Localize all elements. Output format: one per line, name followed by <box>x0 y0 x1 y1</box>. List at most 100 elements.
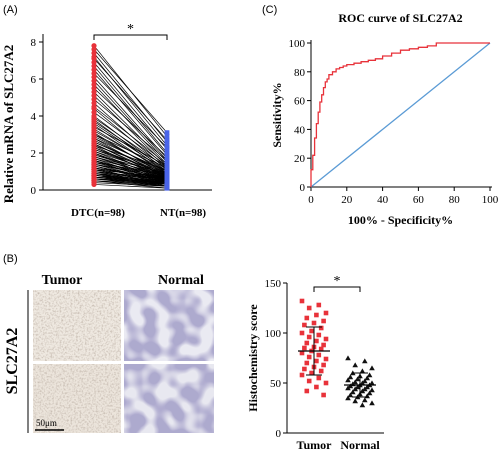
tumor-point <box>304 360 310 366</box>
tumor-point <box>299 298 305 304</box>
tumor-point <box>299 330 305 336</box>
roc-curve <box>310 42 490 187</box>
normal-point <box>362 378 368 384</box>
pair-line <box>93 167 168 182</box>
normal-point <box>366 372 373 378</box>
tumor-point <box>323 380 329 386</box>
pair-line <box>93 123 168 172</box>
tumor-point <box>311 320 317 326</box>
tumor-point <box>323 336 329 342</box>
significance-star: * <box>127 22 134 37</box>
dtc-point <box>91 181 97 188</box>
tumor-point <box>299 350 305 356</box>
normal-point <box>369 400 375 406</box>
pair-line <box>93 87 168 157</box>
micrograph-tumor-bottom <box>33 364 121 433</box>
nt-point <box>164 158 170 163</box>
reference-diagonal <box>310 42 491 188</box>
nt-point <box>164 145 170 150</box>
tumor-point <box>306 334 312 340</box>
normal-point <box>362 397 368 403</box>
normal-point <box>366 390 373 396</box>
category-label: Tumor <box>297 438 333 452</box>
y-tick-label: 8 <box>31 37 37 49</box>
pair-line <box>93 158 168 178</box>
tumor-point <box>306 354 312 360</box>
significance-bracket <box>313 286 361 292</box>
micrograph-tumor-top <box>33 290 121 361</box>
pair-line <box>93 148 168 174</box>
normal-point <box>362 358 368 364</box>
pair-line <box>93 80 168 161</box>
y-tick-label: 80 <box>294 67 306 79</box>
dtc-point <box>91 78 97 84</box>
micrograph-normal-bottom <box>124 364 214 433</box>
x-tick-label: 100 <box>482 194 499 206</box>
pair-line <box>93 182 168 187</box>
dtc-point <box>91 63 97 69</box>
y-tick-label: 0 <box>276 428 282 440</box>
pair-line <box>93 184 168 189</box>
y-tick-label: 100 <box>289 38 306 50</box>
x-tick-label: 40 <box>377 194 389 206</box>
tumor-point <box>316 302 322 308</box>
dtc-point <box>91 106 97 112</box>
tumor-point <box>316 352 322 358</box>
pair-line <box>93 58 168 141</box>
x-tick-label: 0 <box>308 194 314 206</box>
significance-bracket <box>93 34 168 40</box>
dtc-point <box>91 109 97 115</box>
column-label-normal: Normal <box>158 273 204 288</box>
panel-a-letter: (A) <box>3 4 18 16</box>
normal-point <box>369 365 375 371</box>
pair-line <box>93 156 168 176</box>
pair-line <box>93 56 168 146</box>
roc-title: ROC curve of SLC27A2 <box>338 11 462 25</box>
y-tick-label: 4 <box>31 111 37 123</box>
normal-point <box>364 375 370 381</box>
pair-line <box>93 84 168 163</box>
pair-line <box>93 69 168 156</box>
normal-point <box>345 385 351 391</box>
normal-point <box>352 386 358 392</box>
tumor-point <box>304 315 310 321</box>
tumor-point <box>321 342 326 348</box>
normal-point <box>347 374 354 380</box>
tumor-point <box>318 325 324 331</box>
pair-line <box>93 121 168 170</box>
nt-point <box>164 137 170 143</box>
dtc-point <box>91 96 97 102</box>
normal-point <box>364 384 370 390</box>
normal-point <box>350 389 356 395</box>
tumor-point <box>321 318 326 324</box>
scale-bar-label: 50μm <box>36 418 57 428</box>
y-axis-title: Sensitivity% <box>270 82 284 147</box>
x-tick-label: 20 <box>341 194 353 206</box>
dtc-point <box>91 50 97 56</box>
normal-point <box>359 368 366 374</box>
normal-point <box>347 392 354 398</box>
tumor-point <box>302 366 307 372</box>
normal-point <box>352 379 358 385</box>
tumor-point <box>323 310 329 316</box>
tumor-point <box>316 332 322 338</box>
pair-line <box>93 49 168 133</box>
normal-point <box>347 383 354 389</box>
tumor-point <box>299 372 305 378</box>
pair-line <box>93 112 168 167</box>
dtc-point <box>91 100 97 106</box>
roc-chart: ROC curve of SLC27A2 0 20 40 60 80 100 0 20 40 60 8… <box>270 11 499 227</box>
dtc-point <box>91 74 97 80</box>
tumor-point <box>309 370 314 376</box>
normal-point <box>352 362 358 368</box>
y-tick-label: 6 <box>31 74 37 86</box>
normal-point <box>354 384 361 390</box>
tumor-point <box>309 328 314 334</box>
normal-point <box>359 380 366 386</box>
tumor-point <box>302 322 307 328</box>
nt-point <box>164 133 170 139</box>
tumor-point <box>304 388 310 394</box>
dtc-point <box>91 85 97 91</box>
pair-line <box>93 126 168 167</box>
